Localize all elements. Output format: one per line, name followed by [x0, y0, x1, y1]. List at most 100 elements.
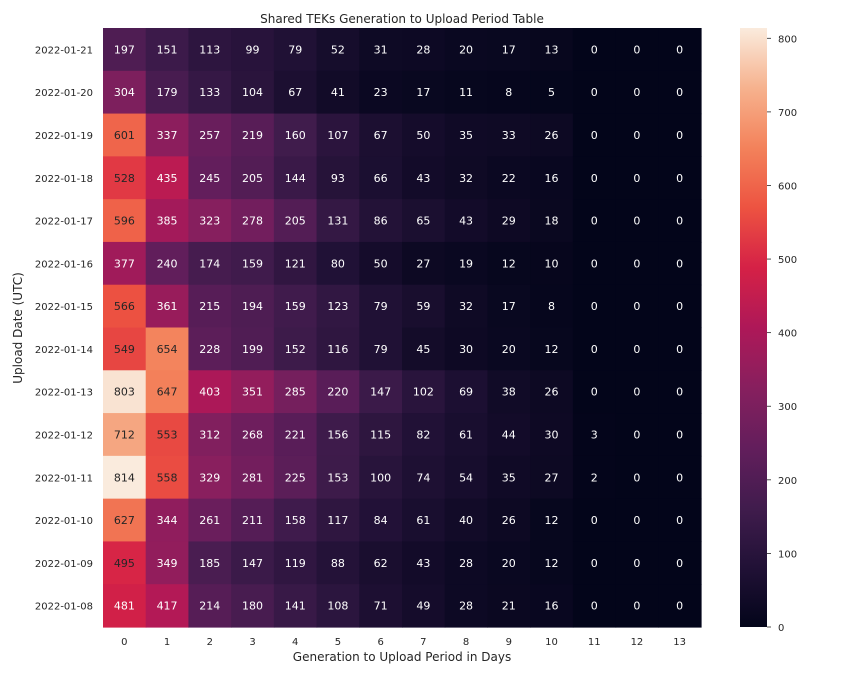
- cell-value-label: 147: [370, 386, 391, 399]
- heatmap-cell: [359, 156, 403, 200]
- cell-value-label: 12: [545, 514, 559, 527]
- heatmap-cell: [615, 113, 659, 157]
- cell-value-label: 8: [548, 300, 555, 313]
- heatmap-cell: [103, 284, 147, 329]
- colorbar-tick-label: 300: [778, 402, 797, 413]
- cell-value-label: 49: [416, 600, 430, 613]
- heatmap-cell: [145, 28, 190, 72]
- cell-value-label: 40: [459, 514, 473, 527]
- colorbar-tick-label: 0: [778, 623, 784, 634]
- cell-value-label: 16: [545, 600, 559, 613]
- cell-value-label: 147: [242, 557, 263, 570]
- cell-value-label: 11: [459, 86, 473, 99]
- heatmap-cell: [316, 284, 360, 329]
- heatmap-cell: [231, 28, 275, 72]
- cell-value-label: 0: [591, 386, 598, 399]
- heatmap-cell: [572, 498, 617, 543]
- y-tick-label: 2022-01-15: [35, 302, 93, 313]
- cell-value-label: 44: [502, 428, 516, 441]
- heatmap-cell: [658, 28, 702, 72]
- cell-value-label: 23: [374, 86, 388, 99]
- cell-value-label: 214: [199, 600, 220, 613]
- heatmap-cell: [145, 70, 190, 115]
- heatmap-cell: [188, 413, 232, 457]
- cell-value-label: 0: [676, 514, 683, 527]
- heatmap-cell: [402, 413, 446, 457]
- cell-value-label: 0: [591, 514, 598, 527]
- heatmap-cell: [444, 541, 489, 585]
- heatmap-cell: [231, 327, 275, 371]
- colorbar-tick-label: 500: [778, 255, 797, 266]
- cell-value-label: 495: [114, 557, 135, 570]
- heatmap-cell: [103, 498, 147, 543]
- heatmap-cell: [188, 327, 232, 371]
- cell-value-label: 102: [413, 386, 434, 399]
- heatmap-cell: [103, 199, 147, 243]
- cell-value-label: 179: [157, 86, 178, 99]
- cell-value-label: 0: [633, 257, 640, 270]
- heatmap-cell: [316, 413, 360, 457]
- heatmap-cell: [615, 541, 659, 585]
- heatmap-cell: [658, 498, 702, 543]
- cell-value-label: 0: [591, 172, 598, 185]
- colorbar-tick-label: 100: [778, 549, 797, 560]
- cell-value-label: 0: [591, 257, 598, 270]
- heatmap-cell: [359, 413, 403, 457]
- heatmap-cell: [145, 541, 190, 585]
- cell-value-label: 219: [242, 129, 263, 142]
- heatmap-cell: [444, 70, 489, 115]
- cell-value-label: 17: [502, 43, 516, 56]
- heatmap-cell: [487, 199, 531, 243]
- heatmap-cell: [273, 156, 318, 200]
- heatmap-cell: [530, 28, 574, 72]
- chart-title: Shared TEKs Generation to Upload Period …: [260, 12, 544, 26]
- cell-value-label: 79: [374, 343, 388, 356]
- cell-value-label: 0: [591, 557, 598, 570]
- cell-value-label: 0: [676, 557, 683, 570]
- cell-value-label: 29: [502, 215, 516, 228]
- cell-value-label: 344: [157, 514, 178, 527]
- heatmap-cell: [188, 113, 232, 157]
- cell-value-label: 0: [591, 343, 598, 356]
- heatmap-cell: [658, 241, 702, 286]
- cell-value-label: 0: [633, 471, 640, 484]
- cell-value-label: 205: [285, 215, 306, 228]
- cell-value-label: 261: [199, 514, 220, 527]
- cell-value-label: 17: [502, 300, 516, 313]
- cell-value-label: 601: [114, 129, 135, 142]
- y-tick-label: 2022-01-14: [35, 345, 93, 356]
- heatmap-cell: [615, 498, 659, 543]
- heatmap-cell: [530, 455, 574, 500]
- cell-value-label: 160: [285, 129, 306, 142]
- cell-value-label: 304: [114, 86, 135, 99]
- cell-value-label: 20: [502, 343, 516, 356]
- heatmap-cell: [658, 370, 702, 414]
- cell-value-label: 205: [242, 172, 263, 185]
- heatmap-cell: [231, 498, 275, 543]
- cell-value-label: 27: [545, 471, 559, 484]
- heatmap-cell: [103, 413, 147, 457]
- cell-value-label: 123: [327, 300, 348, 313]
- x-tick-label: 2: [207, 637, 213, 648]
- heatmap-cell: [658, 156, 702, 200]
- cell-value-label: 50: [416, 129, 430, 142]
- heatmap-cell: [615, 370, 659, 414]
- cell-value-label: 45: [416, 343, 430, 356]
- heatmap-cell: [444, 199, 489, 243]
- cell-value-label: 2: [591, 471, 598, 484]
- cell-value-label: 30: [545, 428, 559, 441]
- heatmap-cell: [444, 498, 489, 543]
- heatmap-cell: [188, 370, 232, 414]
- heatmap-cell: [615, 199, 659, 243]
- cell-value-label: 35: [459, 129, 473, 142]
- heatmap-cell: [231, 156, 275, 200]
- cell-value-label: 0: [676, 300, 683, 313]
- heatmap-cell: [188, 284, 232, 329]
- heatmap-cell: [359, 113, 403, 157]
- cell-value-label: 0: [676, 86, 683, 99]
- cell-value-label: 32: [459, 172, 473, 185]
- y-tick-label: 2022-01-18: [35, 174, 93, 185]
- heatmap-cell: [231, 584, 275, 628]
- cell-value-label: 435: [157, 172, 178, 185]
- cell-value-label: 566: [114, 300, 135, 313]
